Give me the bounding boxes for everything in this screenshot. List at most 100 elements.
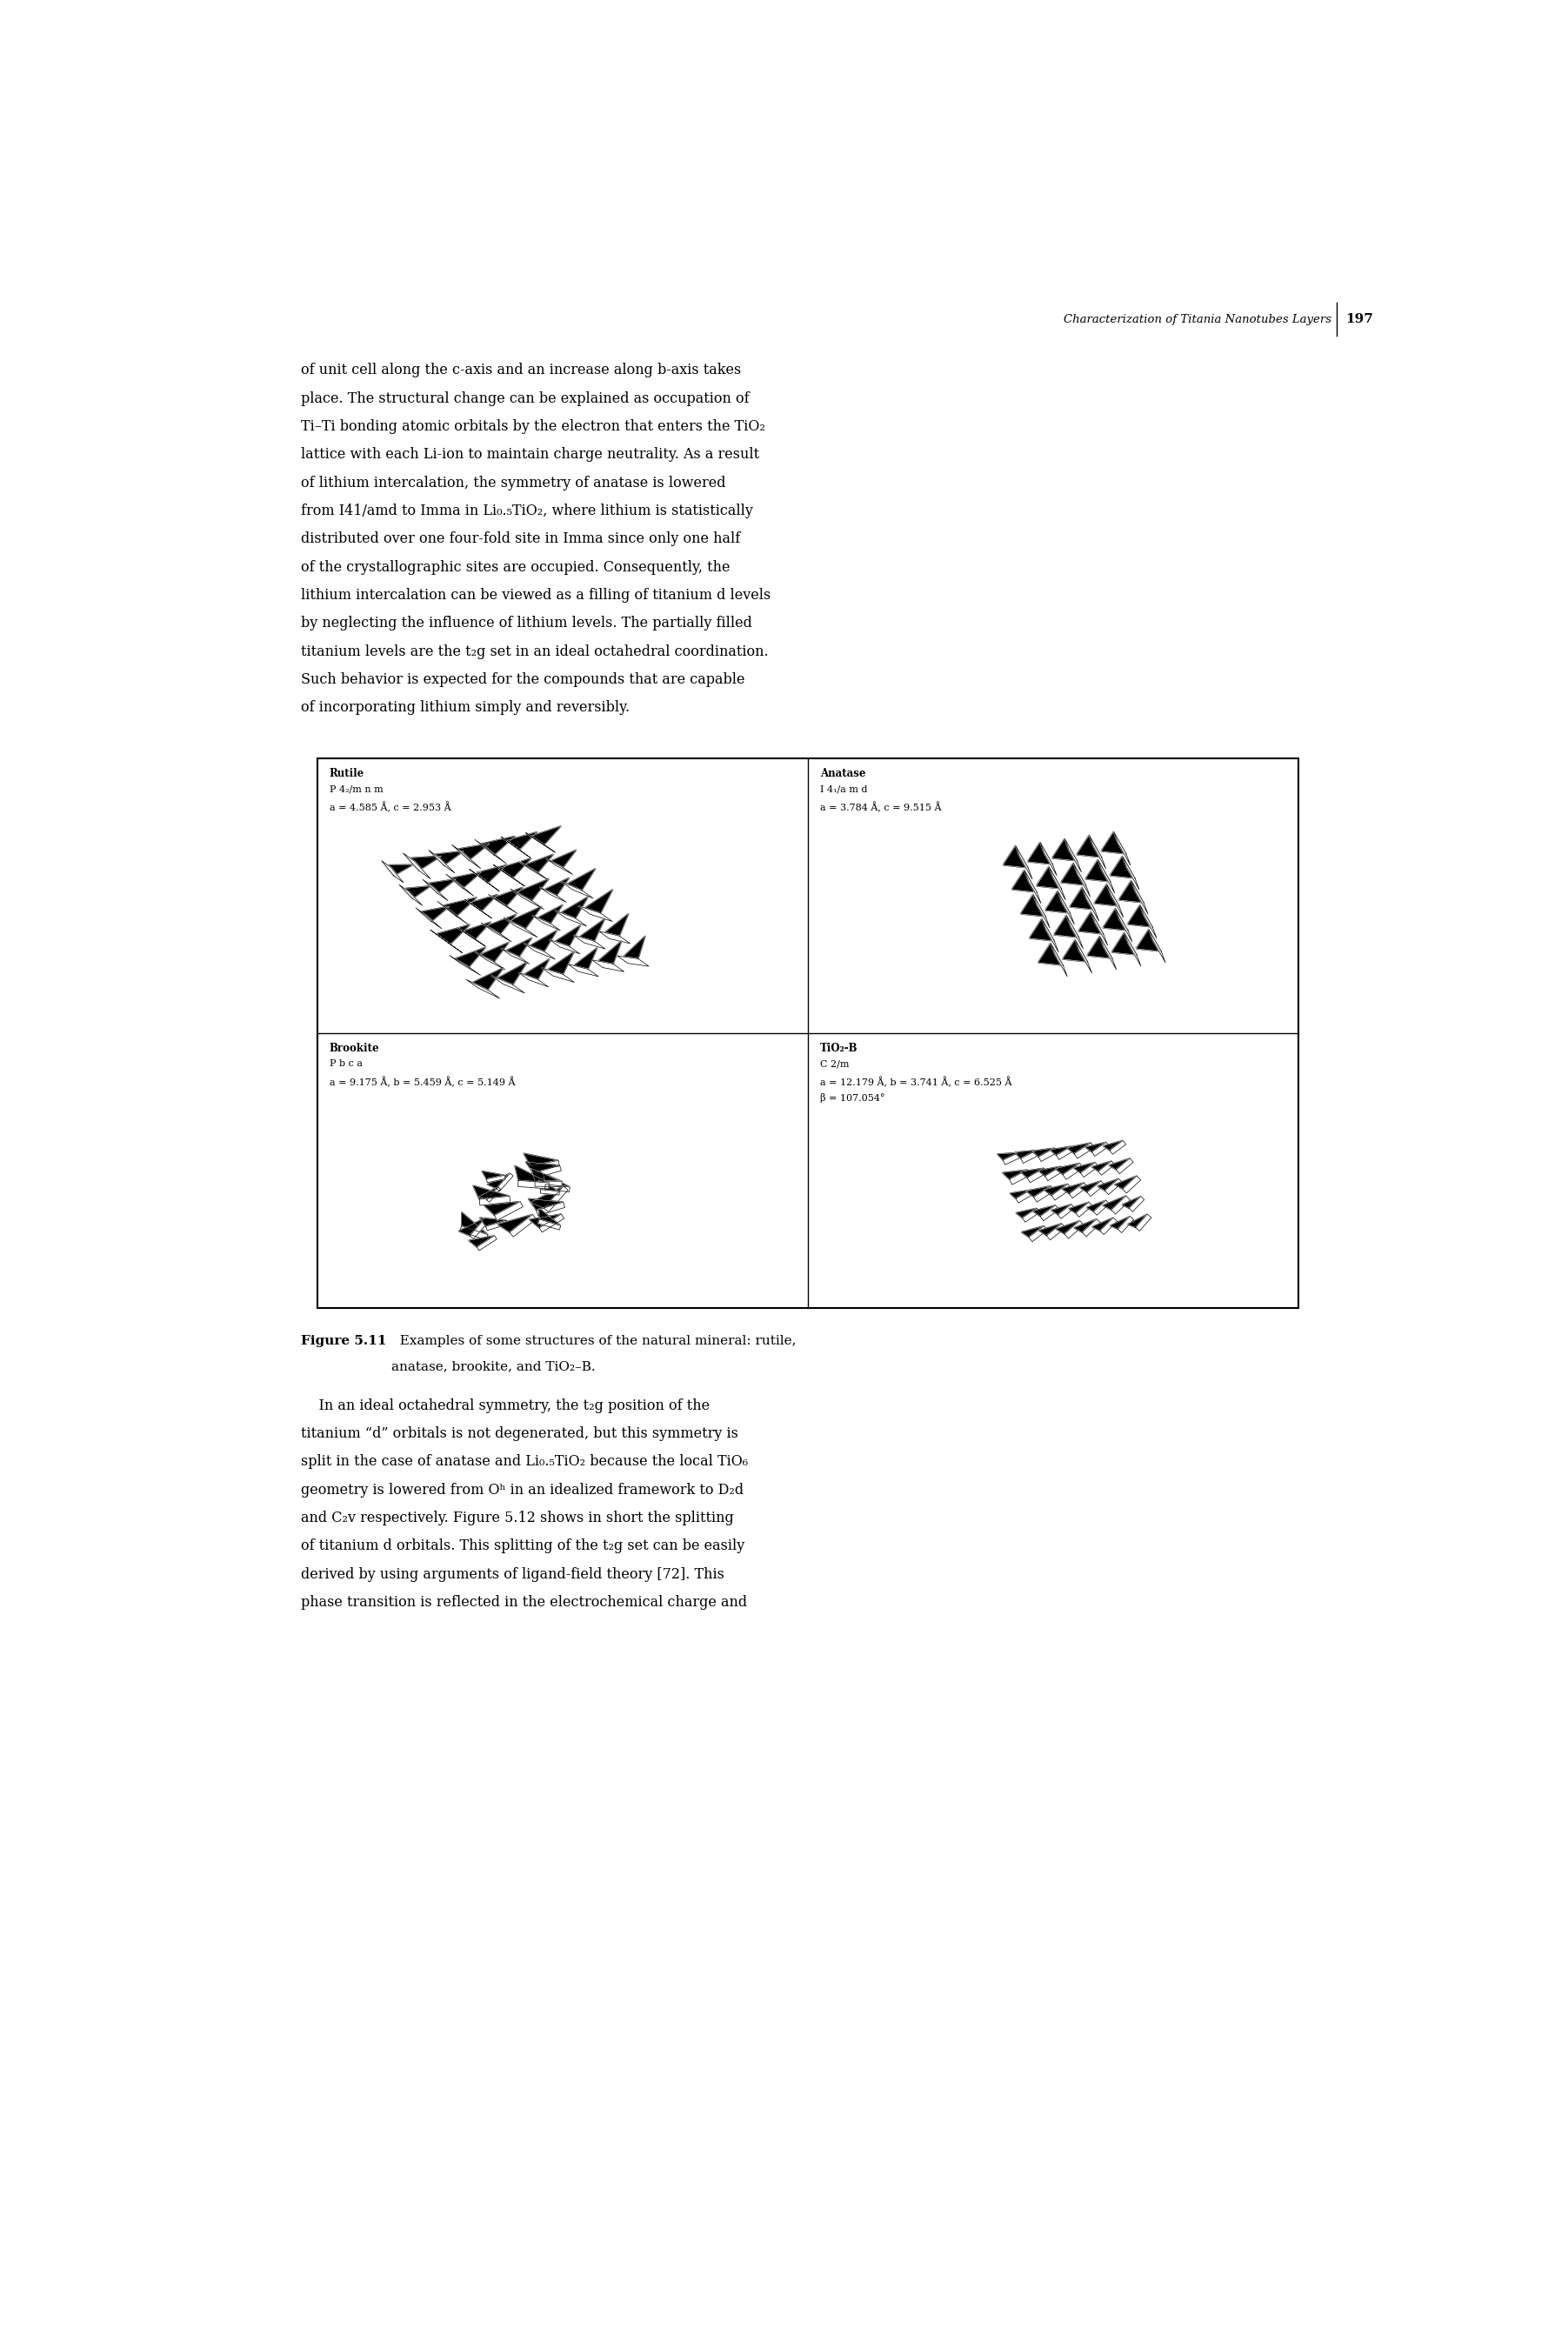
Polygon shape (1016, 846, 1032, 879)
Polygon shape (1076, 1203, 1093, 1217)
Polygon shape (1027, 843, 1052, 864)
Text: Such behavior is expected for the compounds that are capable: Such behavior is expected for the compou… (301, 672, 745, 686)
Text: split in the case of anatase and Li₀.₅TiO₂ because the local TiO₆: split in the case of anatase and Li₀.₅Ti… (301, 1454, 748, 1468)
Polygon shape (486, 1219, 508, 1231)
Polygon shape (618, 956, 649, 965)
Polygon shape (1014, 1151, 1036, 1158)
Polygon shape (1016, 1207, 1036, 1217)
Polygon shape (585, 890, 613, 914)
Polygon shape (480, 836, 516, 855)
Text: β = 107.054°: β = 107.054° (820, 1092, 884, 1102)
Polygon shape (1091, 1142, 1109, 1156)
Polygon shape (475, 951, 505, 970)
Polygon shape (539, 1207, 561, 1226)
Polygon shape (550, 850, 577, 867)
Polygon shape (530, 930, 557, 951)
Polygon shape (1127, 904, 1152, 928)
Polygon shape (1077, 836, 1102, 857)
Polygon shape (547, 951, 574, 975)
Polygon shape (506, 937, 532, 956)
Text: a = 12.179 Å, b = 3.741 Å, c = 6.525 Å: a = 12.179 Å, b = 3.741 Å, c = 6.525 Å (820, 1076, 1011, 1088)
Polygon shape (1044, 1167, 1063, 1182)
Text: phase transition is reflected in the electrochemical charge and: phase transition is reflected in the ele… (301, 1595, 746, 1609)
Polygon shape (486, 1174, 505, 1182)
Text: titanium “d” orbitals is not degenerated, but this symmetry is: titanium “d” orbitals is not degenerated… (301, 1426, 739, 1440)
Polygon shape (400, 886, 422, 904)
Polygon shape (503, 918, 538, 937)
Bar (317, 759, 1298, 1308)
Polygon shape (580, 918, 605, 942)
Polygon shape (1063, 940, 1088, 963)
Polygon shape (466, 980, 500, 998)
Polygon shape (579, 907, 613, 921)
Polygon shape (1074, 1219, 1096, 1233)
Polygon shape (525, 1163, 560, 1172)
Text: Characterization of Titania Nanotubes Layers: Characterization of Titania Nanotubes La… (1063, 315, 1331, 324)
Text: place. The structural change can be explained as occupation of: place. The structural change can be expl… (301, 390, 750, 406)
Polygon shape (1055, 1163, 1080, 1174)
Polygon shape (624, 935, 646, 958)
Polygon shape (1107, 883, 1123, 918)
Polygon shape (430, 930, 463, 954)
Polygon shape (1137, 930, 1162, 951)
Polygon shape (530, 1214, 561, 1229)
Polygon shape (1051, 1146, 1071, 1156)
Polygon shape (1074, 1142, 1094, 1158)
Polygon shape (1113, 832, 1131, 864)
Polygon shape (1112, 1196, 1131, 1214)
Polygon shape (1118, 881, 1143, 902)
Polygon shape (539, 1179, 560, 1191)
Text: Anatase: Anatase (820, 768, 866, 780)
Polygon shape (1149, 930, 1165, 963)
Polygon shape (516, 879, 549, 900)
Polygon shape (1038, 944, 1063, 965)
Polygon shape (1123, 1196, 1140, 1207)
Text: a = 3.784 Å, c = 9.515 Å: a = 3.784 Å, c = 9.515 Å (820, 801, 941, 813)
Polygon shape (1040, 1224, 1062, 1236)
Polygon shape (530, 1186, 563, 1207)
Polygon shape (541, 1189, 560, 1196)
Polygon shape (1085, 860, 1110, 881)
Polygon shape (481, 1172, 505, 1179)
Polygon shape (452, 846, 481, 869)
Text: of titanium d orbitals. This splitting of the t₂g set can be easily: of titanium d orbitals. This splitting o… (301, 1539, 745, 1553)
Polygon shape (458, 1217, 486, 1236)
Polygon shape (535, 1182, 561, 1186)
Polygon shape (499, 857, 532, 879)
Polygon shape (510, 888, 544, 909)
Polygon shape (502, 836, 530, 857)
Polygon shape (433, 850, 464, 864)
Text: distributed over one four-fold site in Imma since only one half: distributed over one four-fold site in I… (301, 531, 740, 547)
Polygon shape (1025, 1186, 1051, 1198)
Polygon shape (1062, 1184, 1083, 1193)
Polygon shape (1057, 1221, 1080, 1233)
Polygon shape (423, 879, 448, 900)
Polygon shape (1065, 839, 1082, 871)
Polygon shape (1033, 1186, 1054, 1203)
Polygon shape (1032, 1149, 1054, 1156)
Text: lithium intercalation can be viewed as a filling of titanium d levels: lithium intercalation can be viewed as a… (301, 587, 770, 604)
Polygon shape (1129, 1196, 1145, 1212)
Polygon shape (1069, 1203, 1090, 1212)
Polygon shape (1118, 1217, 1134, 1233)
Polygon shape (524, 1153, 558, 1165)
Polygon shape (469, 869, 499, 890)
Polygon shape (519, 862, 549, 881)
Polygon shape (1101, 832, 1126, 855)
Polygon shape (408, 855, 442, 871)
Text: P 4₂/m n m: P 4₂/m n m (329, 785, 383, 794)
Polygon shape (450, 956, 480, 975)
Polygon shape (1085, 1142, 1105, 1151)
Polygon shape (1021, 895, 1046, 916)
Polygon shape (1063, 1163, 1083, 1179)
Polygon shape (1080, 1163, 1098, 1177)
Polygon shape (510, 907, 543, 928)
Polygon shape (475, 864, 506, 883)
Polygon shape (486, 914, 516, 935)
Polygon shape (1087, 1200, 1105, 1212)
Polygon shape (1036, 867, 1062, 888)
Polygon shape (574, 947, 597, 970)
Polygon shape (1093, 1200, 1109, 1214)
Text: a = 9.175 Å, b = 5.459 Å, c = 5.149 Å: a = 9.175 Å, b = 5.459 Å, c = 5.149 Å (329, 1076, 516, 1088)
Polygon shape (605, 914, 629, 935)
